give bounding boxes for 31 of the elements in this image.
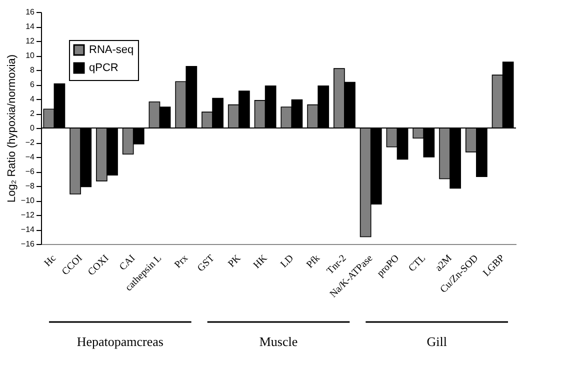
- text: Hepatopamcreas: [76, 334, 164, 349]
- legend-label: qPCR: [89, 62, 118, 74]
- y-tick-label: −2: [25, 138, 36, 147]
- y-tick-label: 0: [30, 124, 36, 132]
- y-tick-label: 2: [30, 109, 36, 118]
- text: Muscle: [259, 334, 298, 349]
- legend-label: RNA-seq: [89, 44, 134, 56]
- x-tick-label: LD: [278, 252, 296, 270]
- x-tick-label: Pfk: [304, 252, 322, 271]
- y-tick-label: −16: [20, 240, 36, 248]
- y-tick-label: 12: [26, 36, 36, 46]
- y-tick-label: 6: [30, 80, 36, 89]
- text: Gill: [426, 334, 448, 349]
- y-tick-label: −10: [20, 196, 36, 205]
- x-tick-label: HK: [252, 252, 270, 271]
- y-axis-title: Log₂ Ratio (hypoxia/normoxia): [6, 54, 18, 202]
- x-tick-label: CTL: [406, 252, 428, 274]
- y-tick-label: −12: [20, 210, 36, 220]
- y-tick-label: 4: [30, 94, 36, 104]
- x-tick-label: GST: [196, 252, 217, 274]
- y-tick-label: 10: [26, 51, 36, 60]
- x-tick-label: Hc: [42, 252, 59, 269]
- y-tick-label: −8: [25, 182, 36, 190]
- y-tick-label: 14: [26, 22, 36, 31]
- y-tick-label: 16: [26, 8, 36, 16]
- y-tick-label: 8: [30, 66, 36, 74]
- y-tick-label: −14: [20, 225, 36, 234]
- x-tick-label: PK: [226, 252, 244, 270]
- y-tick-label: −4: [25, 152, 36, 162]
- x-tick-label: Prx: [172, 252, 190, 271]
- y-tick-label: −6: [25, 167, 36, 176]
